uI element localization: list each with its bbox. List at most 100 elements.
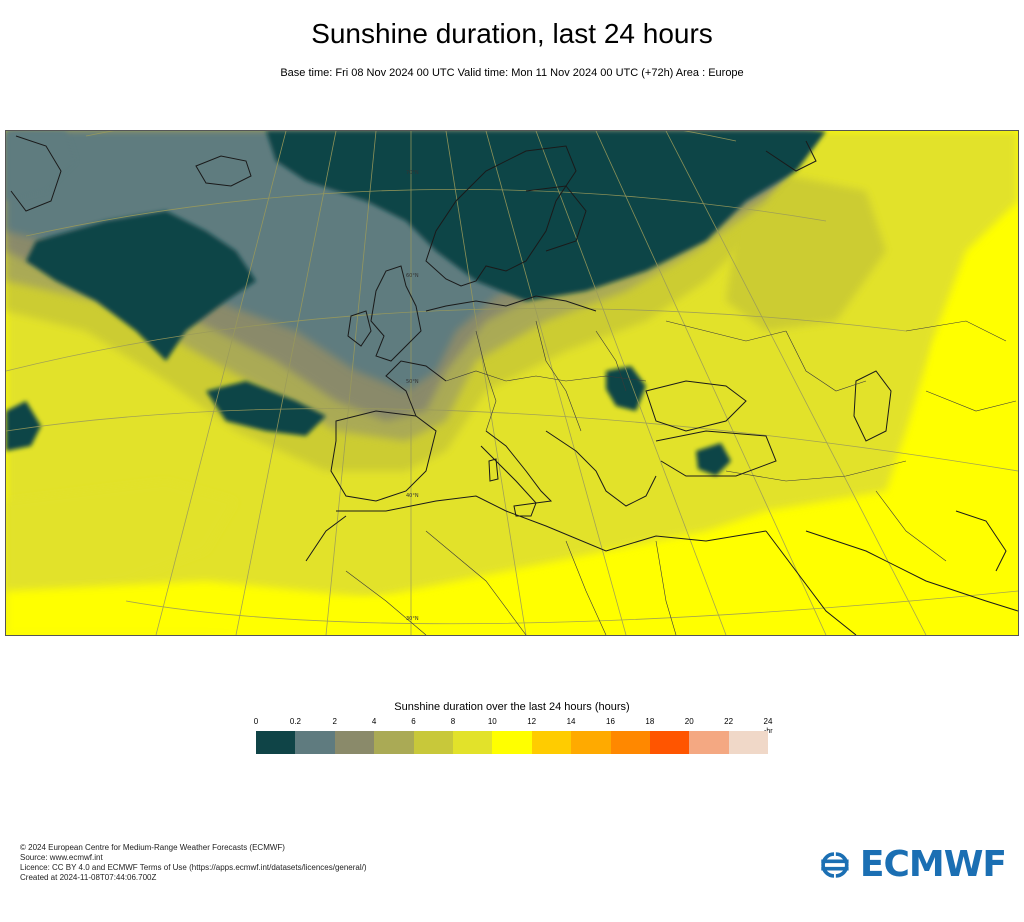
coast-novaya-zemlya xyxy=(765,140,817,172)
label-50n: 50°N xyxy=(406,379,419,385)
coast-greenland xyxy=(10,135,62,212)
coast-north-africa xyxy=(336,495,767,552)
legend-tick-label: 8 xyxy=(450,717,456,726)
coast-balkans xyxy=(545,430,657,507)
legend-swatch xyxy=(374,731,414,754)
legend-tick-label: 18 xyxy=(645,717,655,726)
legend-colorbar xyxy=(256,731,769,754)
meridian-e50 xyxy=(665,131,927,635)
legend-swatch xyxy=(728,731,769,754)
legend-swatch xyxy=(492,731,532,754)
legend-tick-label: 22 xyxy=(724,717,734,726)
meridian-w10 xyxy=(325,131,377,635)
coast-turkey xyxy=(655,430,777,477)
field-cloudy-atlantic xyxy=(26,211,256,361)
legend-tick-label: 20 xyxy=(684,717,694,726)
parallel-30n xyxy=(125,590,1018,625)
legend-tick-label: 16 xyxy=(606,717,615,726)
legend-swatch xyxy=(689,731,729,754)
border-3 xyxy=(535,320,582,432)
border-12 xyxy=(875,490,947,562)
footer-copyright: © 2024 European Centre for Medium-Range … xyxy=(20,843,285,852)
borders xyxy=(345,320,1017,635)
legend-tick-label: 10 xyxy=(487,717,497,726)
border-4 xyxy=(595,330,627,392)
coast-italy xyxy=(480,430,553,504)
legend-swatch xyxy=(295,731,335,754)
field-cloudy-biscay xyxy=(206,381,326,436)
legend-unit-label: hr xyxy=(766,728,773,735)
legend-swatch xyxy=(452,731,493,754)
legend-tick-label: 14 xyxy=(566,717,576,726)
footer: © 2024 European Centre for Medium-Range … xyxy=(20,843,367,883)
ecmwf-logo-mark xyxy=(821,852,849,878)
coast-arabia xyxy=(805,530,1018,612)
meridian-w20 xyxy=(235,131,337,635)
legend-tick-label: 0.2 xyxy=(289,717,301,726)
coast-morocco xyxy=(305,515,347,562)
border-14 xyxy=(925,390,1017,412)
legend-swatch xyxy=(334,731,375,754)
legend-tick-label: 24 xyxy=(763,717,773,726)
coast-britain xyxy=(370,265,422,362)
coast-iberia xyxy=(330,410,437,502)
chart-subtitle: Base time: Fri 08 Nov 2024 00 UTC Valid … xyxy=(280,67,744,79)
coast-iceland xyxy=(195,155,252,187)
label-40n: 40°N xyxy=(406,493,419,499)
label-70n: 70°N xyxy=(406,170,419,176)
coast-norway-sweden xyxy=(425,145,577,287)
field-full-east xyxy=(926,311,1018,471)
ecmwf-logo-text: ECMWF xyxy=(859,844,1007,885)
coast-sardinia xyxy=(488,458,499,482)
field-very-high-south xyxy=(6,481,236,596)
meridian-e10 xyxy=(445,131,527,635)
border-7 xyxy=(725,460,907,482)
graticule xyxy=(6,131,1018,635)
coast-blacksea xyxy=(645,380,747,432)
border-5 xyxy=(665,320,787,342)
coast-caspian xyxy=(853,370,892,442)
footer-licence: Licence: CC BY 4.0 and ECMWF Terms of Us… xyxy=(20,863,367,872)
coast-finland xyxy=(525,185,587,252)
coast-red-sea xyxy=(765,530,857,635)
label-60n: 60°N xyxy=(406,273,419,279)
legend-tick-label: 12 xyxy=(527,717,537,726)
legend-tick-label: 2 xyxy=(332,717,337,726)
legend-swatch xyxy=(610,731,650,754)
footer-created: Created at 2024-11-08T07:44:06.700Z xyxy=(20,873,157,882)
border-2 xyxy=(475,330,497,432)
legend-ticks: 0 0.2 2 4 6 8 10 12 14 16 18 20 22 24 xyxy=(253,717,773,729)
field-full-sahara xyxy=(6,501,1018,635)
border-13 xyxy=(905,320,1007,342)
legend-title: Sunshine duration over the last 24 hours… xyxy=(394,701,630,713)
coastlines xyxy=(10,135,1018,635)
field-cloudy-north xyxy=(266,131,826,301)
border-11 xyxy=(345,570,427,635)
coast-ireland xyxy=(347,310,372,347)
parallel-60n xyxy=(25,188,827,237)
footer-source: Source: www.ecmwf.int xyxy=(20,853,103,862)
meridian-w30 xyxy=(155,131,287,635)
legend-tick-label: 6 xyxy=(411,717,416,726)
coast-mainland-north xyxy=(425,295,597,312)
border-8 xyxy=(425,530,527,635)
border-10 xyxy=(655,540,677,635)
legend-swatch xyxy=(531,731,572,754)
sunshine-map: 70°N 60°N 50°N 40°N 30°N xyxy=(5,130,1019,636)
parallel-50n xyxy=(6,308,907,372)
border-6 xyxy=(785,330,867,392)
legend-swatch xyxy=(649,731,690,754)
legend-tick-label: 4 xyxy=(371,717,377,726)
graticule-labels: 70°N 60°N 50°N 40°N 30°N xyxy=(406,170,419,622)
coast-france xyxy=(385,360,447,417)
map-canvas: 70°N 60°N 50°N 40°N 30°N xyxy=(6,131,1018,635)
field-cloudy-west xyxy=(6,401,41,451)
meridian-e40 xyxy=(595,131,827,635)
field-low-greenland xyxy=(6,131,76,201)
legend-tick-label: 0 xyxy=(253,717,259,726)
coast-persian-gulf xyxy=(955,510,1007,572)
field-high-east xyxy=(726,171,886,331)
border-9 xyxy=(565,540,607,635)
meridian-e20 xyxy=(485,131,627,635)
legend-swatch xyxy=(571,731,611,754)
